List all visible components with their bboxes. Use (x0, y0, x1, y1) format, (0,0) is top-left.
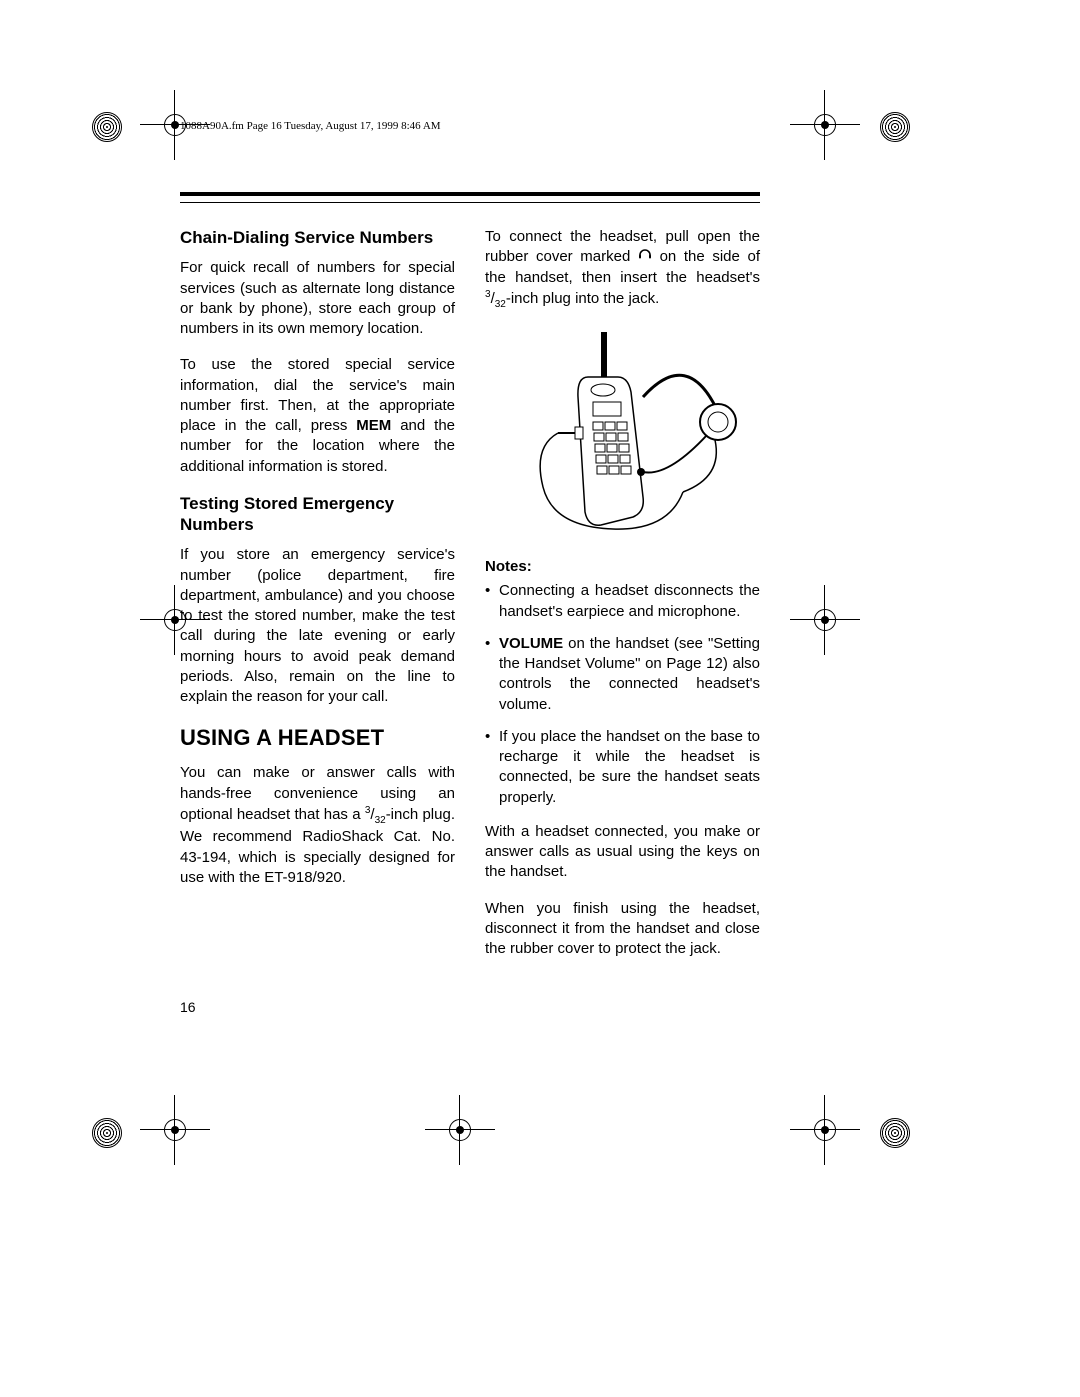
rule-thick (180, 192, 760, 196)
registration-mark-icon (425, 1095, 495, 1165)
registration-mark-icon (790, 1095, 860, 1165)
body-para: When you finish using the headset, disco… (485, 899, 760, 960)
subhead-testing-emergency: Testing Stored Emergency Numbers (180, 493, 455, 536)
page-content: 1088A90A.fm Page 16 Tuesday, August 17, … (180, 120, 760, 1015)
registration-mark-icon (790, 585, 860, 655)
text-run: -inch plug into the jack. (506, 290, 659, 307)
fraction-numerator: 3 (365, 805, 371, 816)
text-run: If you place the handset on the base to … (499, 728, 760, 806)
notes-heading: Notes: (485, 558, 760, 575)
headset-icon (638, 247, 652, 267)
crop-ball-icon (92, 112, 122, 142)
mem-key-label: MEM (356, 417, 391, 434)
body-para: To connect the headset, pull open the ru… (485, 227, 760, 311)
note-item: If you place the handset on the base to … (499, 727, 760, 808)
registration-mark-icon (790, 90, 860, 160)
note-item: Connecting a headset disconnects the han… (499, 581, 760, 622)
body-para: With a headset connected, you make or an… (485, 822, 760, 883)
illustration-svg (493, 327, 753, 542)
crop-ball-icon (880, 1118, 910, 1148)
handset-headset-illustration (493, 327, 753, 542)
body-para: You can make or answer calls with hands-… (180, 763, 455, 888)
left-column: Chain-Dialing Service Numbers For quick … (180, 227, 455, 975)
registration-mark-icon (140, 1095, 210, 1165)
crop-ball-icon (92, 1118, 122, 1148)
text-run: Connecting a headset disconnects the han… (499, 582, 760, 619)
page-number: 16 (180, 999, 760, 1015)
fraction-denominator: 32 (495, 299, 506, 310)
body-para: To use the stored special service inform… (180, 355, 455, 477)
volume-label: VOLUME (499, 635, 563, 652)
fraction-denominator: 32 (375, 815, 386, 826)
crop-ball-icon (880, 112, 910, 142)
fraction-numerator: 3 (485, 289, 491, 300)
body-para: For quick recall of numbers for special … (180, 258, 455, 339)
running-head: 1088A90A.fm Page 16 Tuesday, August 17, … (180, 120, 760, 132)
notes-label-text: Notes (485, 558, 527, 575)
right-column: To connect the headset, pull open the ru… (485, 227, 760, 975)
two-column-layout: Chain-Dialing Service Numbers For quick … (180, 227, 760, 975)
notes-list: Connecting a headset disconnects the han… (485, 581, 760, 808)
note-item: VOLUME on the handset (see "Setting the … (499, 634, 760, 715)
section-heading-using-headset: USING A HEADSET (180, 725, 455, 751)
rule-thin (180, 202, 760, 203)
subhead-chain-dialing: Chain-Dialing Service Numbers (180, 227, 455, 248)
body-para: If you store an emergency service's numb… (180, 545, 455, 707)
